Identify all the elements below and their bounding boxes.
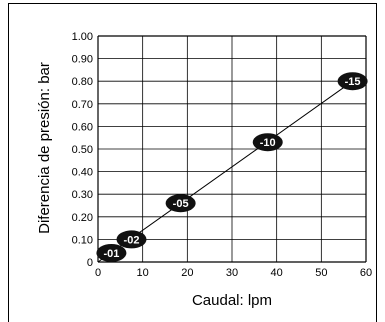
x-tick-label: 10 [137, 267, 149, 279]
point-label: -01 [103, 248, 119, 260]
y-tick-label: 0.40 [72, 167, 93, 179]
y-tick-label: 0.70 [72, 99, 93, 111]
y-axis-label: Diferencia de presión: bar [36, 62, 53, 234]
x-tick-label: 20 [181, 267, 193, 279]
y-tick-label: 0.30 [72, 189, 93, 201]
chart-frame [8, 3, 377, 322]
x-tick-label: 60 [360, 267, 372, 279]
data-point: -15 [337, 72, 368, 91]
x-axis-label: Caudal: lpm [192, 292, 272, 309]
point-marker [252, 133, 283, 152]
point-label: -02 [124, 234, 140, 246]
tick-labels: 0 10 20 30 40 50 60 0 0.10 0.20 0.30 0.40 0.50 0.60 0.… [72, 31, 373, 279]
data-point: -02 [116, 230, 147, 249]
data-point: -05 [165, 194, 196, 213]
point-label: -15 [345, 76, 361, 88]
y-tick-label: 0.60 [72, 121, 93, 133]
x-tick-label: 0 [95, 267, 101, 279]
point-marker [165, 194, 196, 213]
y-tick-label: 0 [87, 257, 93, 269]
y-tick-label: 0.10 [72, 234, 93, 246]
point-label: -10 [260, 137, 276, 149]
x-tick-label: 30 [226, 267, 238, 279]
x-tick-label: 40 [271, 267, 283, 279]
y-tick-label: 0.50 [72, 144, 93, 156]
data-point: -01 [96, 243, 127, 262]
point-label: -05 [173, 198, 189, 210]
data-point: -10 [252, 133, 283, 152]
y-tick-label: 0.90 [72, 54, 93, 66]
point-marker [96, 243, 127, 262]
series: -01 -02 -05 -10 -15 [96, 72, 368, 263]
trend-line [97, 80, 353, 263]
point-marker [116, 230, 147, 249]
point-marker [337, 72, 368, 91]
y-tick-label: 0.20 [72, 212, 93, 224]
grid [97, 35, 367, 263]
y-tick-label: 1.00 [72, 31, 93, 43]
x-tick-label: 50 [315, 267, 327, 279]
y-tick-label: 0.80 [72, 76, 93, 88]
